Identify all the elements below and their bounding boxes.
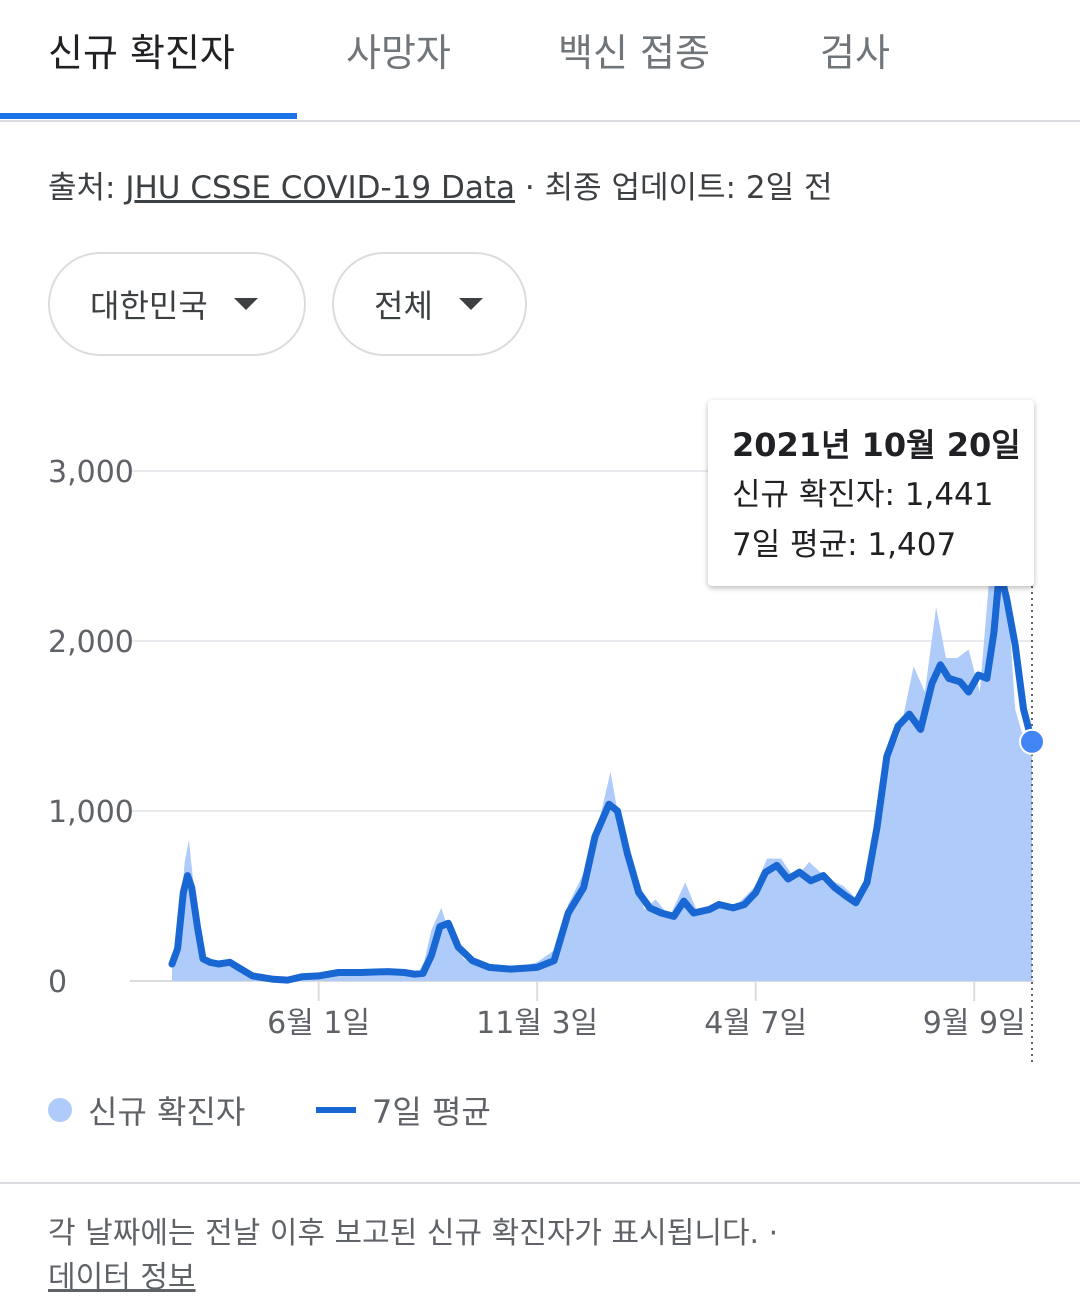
source-line: 출처: JHU CSSE COVID-19 Data · 최종 업데이트: 2일… [48, 162, 832, 207]
region-dropdown[interactable]: 대한민국 [48, 252, 306, 356]
legend-new-cases[interactable]: 신규 확진자 [48, 1088, 245, 1132]
y-tick-label: 3,000 [48, 455, 134, 490]
last-updated: · 최종 업데이트: 2일 전 [515, 170, 833, 206]
x-tick-label: 11월 3일 [476, 1006, 598, 1041]
legend-new-cases-label: 신규 확진자 [88, 1093, 246, 1131]
new-cases-area [172, 425, 1032, 982]
source-prefix: 출처: [48, 170, 126, 206]
region-dropdown-label: 대한민국 [90, 287, 208, 325]
caret-down-icon [458, 298, 483, 310]
y-tick-label: 1,000 [48, 795, 134, 830]
tooltip-date: 2021년 10월 20일 [732, 426, 1021, 464]
x-axis: 6월 1일 11월 3일 4월 7일 9월 9일 [267, 981, 1026, 1041]
active-tab-indicator [0, 113, 297, 119]
period-dropdown[interactable]: 전체 [332, 252, 527, 356]
tab-deaths[interactable]: 사망자 [346, 31, 451, 75]
footnote-text: 각 날짜에는 전날 이후 보고된 신규 확진자가 표시됩니다. · [48, 1216, 779, 1251]
tab-vaccinations[interactable]: 백신 접종 [558, 31, 710, 75]
tab-tests[interactable]: 검사 [820, 31, 890, 75]
y-axis-labels: 0 1,000 2,000 3,000 [48, 455, 134, 1000]
cases-chart[interactable]: 0 1,000 2,000 3,000 6월 1일 11월 3일 4월 7일 9월 9일 [0, 380, 1080, 1080]
legend-line-icon [316, 1107, 356, 1113]
legend-seven-day-average-label: 7일 평균 [372, 1093, 491, 1131]
tooltip-new-cases: 신규 확진자: 1,441 [732, 477, 994, 513]
footer-divider [0, 1182, 1080, 1184]
y-tick-label: 0 [48, 965, 67, 1000]
data-info-link[interactable]: 데이터 정보 [48, 1260, 196, 1295]
tab-bar: 신규 확진자 사망자 백신 접종 검사 [0, 0, 1080, 122]
legend-dot-icon [48, 1098, 72, 1122]
y-tick-label: 2,000 [48, 625, 134, 660]
seven-day-average-line [168, 566, 1036, 984]
x-tick-label: 4월 7일 [704, 1006, 807, 1041]
x-tick-label: 9월 9일 [923, 1006, 1026, 1041]
tab-new-cases[interactable]: 신규 확진자 [48, 31, 235, 75]
caret-down-icon [233, 298, 258, 310]
tooltip-seven-day-average: 7일 평균: 1,407 [732, 527, 957, 563]
x-tick-label: 6월 1일 [267, 1006, 370, 1041]
legend-seven-day-average[interactable]: 7일 평균 [316, 1088, 491, 1132]
source-link[interactable]: JHU CSSE COVID-19 Data [125, 170, 516, 206]
chart-tooltip: 2021년 10월 20일 신규 확진자: 1,441 7일 평균: 1,407 [708, 400, 1034, 586]
hover-point-marker [1019, 728, 1045, 755]
period-dropdown-label: 전체 [374, 287, 433, 325]
